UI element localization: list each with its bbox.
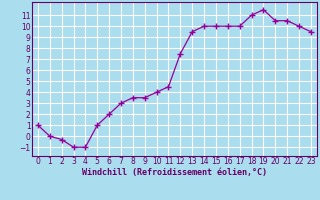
- X-axis label: Windchill (Refroidissement éolien,°C): Windchill (Refroidissement éolien,°C): [82, 168, 267, 177]
